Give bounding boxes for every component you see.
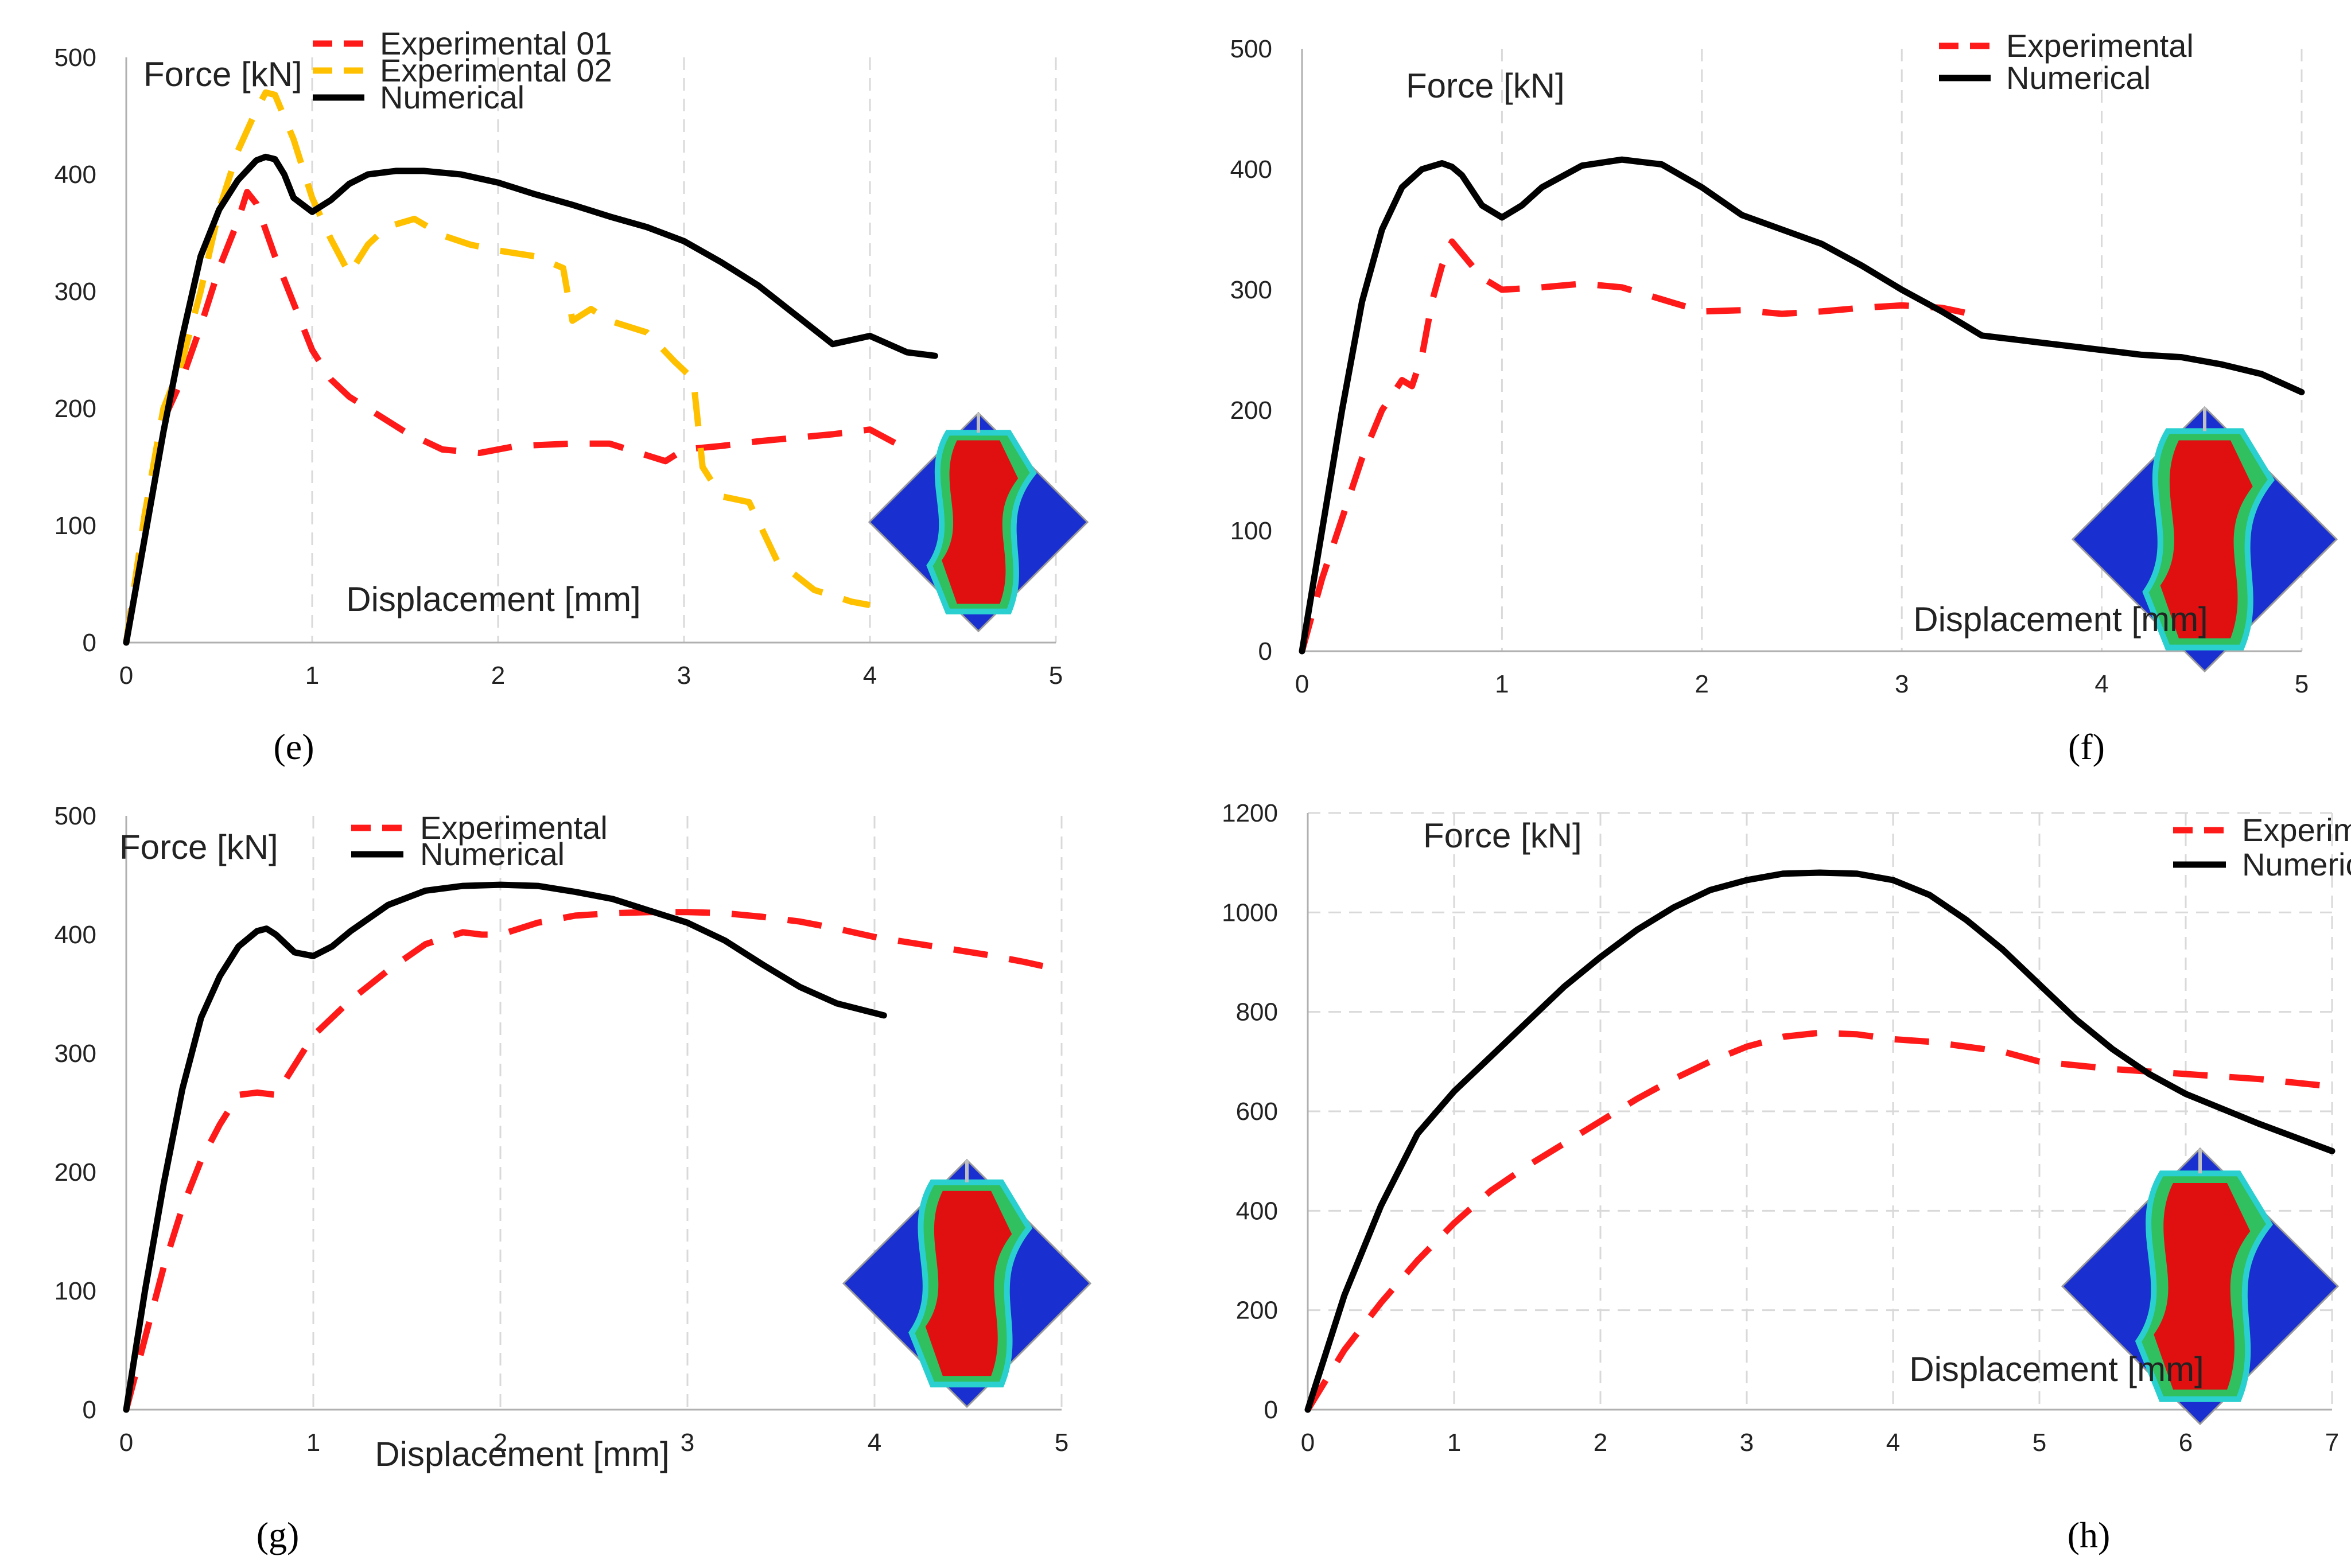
panel-label-f: (f) <box>2068 726 2105 767</box>
damage-contour-inset-h <box>2061 1147 2340 1426</box>
damage-contour-inset-g <box>842 1158 1092 1409</box>
x-tick-label-f: 0 <box>1295 670 1309 698</box>
chart-svg-e: 0 1 2 3 4 5 0 100 200 300 400 500 Force [kN] Displace… <box>55 25 1089 767</box>
series-line-h-1 <box>1304 869 2336 1413</box>
x-tick-label-f: 3 <box>1895 670 1909 698</box>
x-axis-title-e: Displacement [mm] <box>346 580 640 618</box>
legend-label-h-0: Experimental <box>2242 812 2351 848</box>
series-line-f-1 <box>1299 156 2305 655</box>
inset-red-zone-h <box>2154 1183 2251 1390</box>
y-tick-label-h: 200 <box>1236 1297 1278 1325</box>
y-axis-title-h: Force [kN] <box>1423 816 1582 855</box>
inset-red-zone-e <box>942 440 1019 604</box>
chart-svg-f: 0 1 2 3 4 5 0 100 200 300 400 500 Force [kN] Displace… <box>1230 28 2338 767</box>
x-axis-title-h: Displacement [mm] <box>1909 1350 2204 1388</box>
x-tick-label-g: 5 <box>1055 1429 1068 1457</box>
x-tick-label-h: 7 <box>2325 1429 2339 1457</box>
y-tick-label-e: 100 <box>55 512 96 540</box>
chart-panel-h: 0 1 2 3 4 5 6 7 0 200 400 600 800 1000 1200 Force [kN] D… <box>1176 784 2351 1568</box>
legend-label-h-1: Numerical <box>2242 846 2351 882</box>
x-tick-label-g: 0 <box>119 1429 133 1457</box>
legend-label-g-0: Experimental <box>420 810 608 846</box>
x-tick-label-e: 5 <box>1049 662 1063 690</box>
panel-label-e: (e) <box>273 726 314 767</box>
y-tick-label-f: 100 <box>1230 517 1272 545</box>
x-tick-label-h: 0 <box>1301 1429 1315 1457</box>
x-tick-label-f: 4 <box>2094 670 2108 698</box>
y-tick-label-e: 0 <box>83 629 96 657</box>
chart-svg-h: 0 1 2 3 4 5 6 7 0 200 400 600 800 1000 1200 Force [kN] D… <box>1222 799 2351 1555</box>
legend-label-e-1: Experimental 02 <box>380 52 612 88</box>
series-line-g-1 <box>123 881 887 1413</box>
damage-contour-inset-f <box>2071 406 2338 673</box>
y-tick-label-g: 500 <box>55 802 96 830</box>
y-tick-label-e: 400 <box>55 161 96 189</box>
y-tick-label-h: 400 <box>1236 1197 1278 1225</box>
y-tick-label-e: 300 <box>55 278 96 306</box>
x-tick-label-f: 1 <box>1495 670 1509 698</box>
y-tick-label-g: 100 <box>55 1277 96 1305</box>
y-axis-title-e: Force [kN] <box>143 55 302 94</box>
series-line-e-1 <box>123 89 871 643</box>
y-tick-label-g: 0 <box>83 1396 96 1424</box>
series-line-f-0 <box>1299 238 1983 652</box>
y-tick-label-f: 200 <box>1230 396 1272 425</box>
y-tick-label-h: 1200 <box>1222 799 1278 827</box>
y-tick-label-h: 1000 <box>1222 898 1278 927</box>
x-axis-title-f: Displacement [mm] <box>1913 600 2208 639</box>
series-line-e-2 <box>123 153 938 646</box>
inset-red-zone-g <box>925 1190 1012 1376</box>
y-tick-label-f: 500 <box>1230 35 1272 63</box>
x-tick-label-g: 3 <box>681 1429 694 1457</box>
damage-contour-inset-e <box>868 411 1089 633</box>
legend-label-g-1: Numerical <box>420 836 565 872</box>
x-axis-title-g: Displacement [mm] <box>375 1435 669 1473</box>
chart-panel-f: 0 1 2 3 4 5 0 100 200 300 400 500 Force [kN] Displace… <box>1176 0 2351 784</box>
chart-svg-g: 0 1 2 3 4 5 0 100 200 300 400 500 Force [kN] Displace… <box>55 802 1092 1555</box>
legend-label-f-1: Numerical <box>2006 60 2151 96</box>
y-tick-label-g: 300 <box>55 1040 96 1068</box>
x-tick-label-e: 1 <box>305 662 319 690</box>
panel-label-h: (h) <box>2068 1515 2111 1555</box>
x-tick-label-h: 5 <box>2033 1429 2046 1457</box>
x-tick-label-h: 6 <box>2179 1429 2193 1457</box>
x-tick-label-e: 4 <box>863 662 877 690</box>
x-tick-label-h: 3 <box>1740 1429 1754 1457</box>
x-tick-label-h: 1 <box>1447 1429 1461 1457</box>
y-tick-label-g: 400 <box>55 921 96 949</box>
y-axis-title-f: Force [kN] <box>1406 67 1565 105</box>
x-tick-label-e: 3 <box>677 662 691 690</box>
chart-panel-e: 0 1 2 3 4 5 0 100 200 300 400 500 Force [kN] Displace… <box>0 0 1175 784</box>
y-tick-label-h: 0 <box>1264 1396 1278 1424</box>
series-line-e-0 <box>123 189 909 643</box>
y-axis-title-g: Force [kN] <box>119 828 278 866</box>
x-tick-label-g: 4 <box>868 1429 881 1457</box>
x-tick-label-g: 1 <box>306 1429 320 1457</box>
y-tick-label-f: 400 <box>1230 155 1272 184</box>
x-tick-label-e: 0 <box>119 662 133 690</box>
inset-red-zone-f <box>2160 440 2253 639</box>
x-tick-label-g: 2 <box>493 1429 507 1457</box>
legend-label-f-0: Experimental <box>2006 28 2194 64</box>
y-tick-label-f: 300 <box>1230 276 1272 304</box>
x-tick-label-f: 2 <box>1695 670 1709 698</box>
legend-label-e-0: Experimental 01 <box>380 25 612 61</box>
x-tick-label-h: 2 <box>1594 1429 1607 1457</box>
legend-label-e-2: Numerical <box>380 79 524 115</box>
y-tick-label-g: 200 <box>55 1158 96 1186</box>
y-tick-label-h: 600 <box>1236 1098 1278 1126</box>
x-tick-label-h: 4 <box>1886 1429 1900 1457</box>
series-line-g-0 <box>123 909 1063 1411</box>
y-tick-label-f: 0 <box>1258 637 1272 666</box>
chart-panel-g: 0 1 2 3 4 5 0 100 200 300 400 500 Force [kN] Displace… <box>0 784 1175 1568</box>
y-tick-label-e: 200 <box>55 395 96 423</box>
panel-label-g: (g) <box>257 1515 300 1555</box>
y-tick-label-h: 800 <box>1236 998 1278 1026</box>
series-line-h-0 <box>1305 1029 2333 1411</box>
x-tick-label-f: 5 <box>2295 670 2309 698</box>
y-tick-label-e: 500 <box>55 44 96 72</box>
x-tick-label-e: 2 <box>491 662 505 690</box>
